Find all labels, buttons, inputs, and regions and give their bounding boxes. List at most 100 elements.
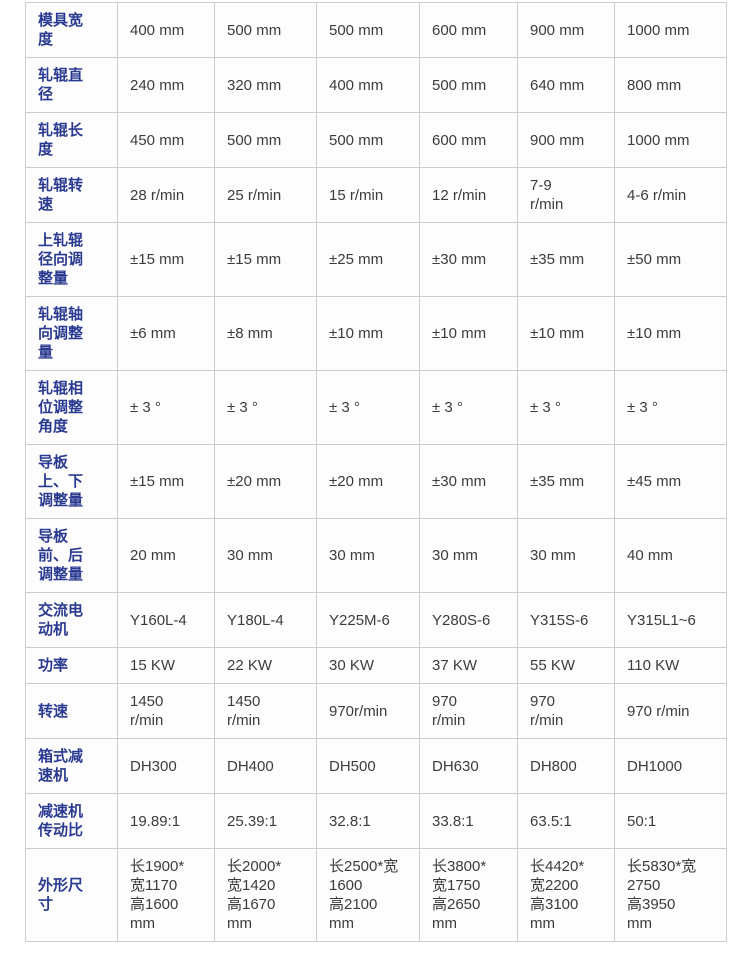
spec-value-cell: 500 mm (316, 2, 420, 58)
table-row: 模具宽 度 400 mm 500 mm 500 mm 600 mm 900 mm 1000 … (25, 2, 727, 58)
spec-value-cell: 640 mm (517, 57, 615, 113)
table-row: 转速 1450 r/min 1450 r/min 970r/min 970 r/min 9… (25, 683, 727, 739)
spec-value-cell: 15 r/min (316, 167, 420, 223)
spec-value-cell: ±10 mm (614, 296, 727, 371)
spec-value-cell: 320 mm (214, 57, 317, 113)
spec-value-cell: 1000 mm (614, 112, 727, 168)
spec-value-cell: 970 r/min (614, 683, 727, 739)
spec-value-cell: 长4420* 宽2200 高3100 mm (517, 848, 615, 942)
spec-value-cell: 240 mm (117, 57, 215, 113)
table-row: 交流电 动机 Y160L-4 Y180L-4 Y225M-6 Y280S-6 Y315S-… (25, 592, 727, 648)
spec-value-cell: 12 r/min (419, 167, 518, 223)
spec-value-cell: ±20 mm (316, 444, 420, 519)
spec-value-cell: ±15 mm (214, 222, 317, 297)
table-row: 轧辊相 位调整 角度 ± 3 ° ± 3 ° ± 3 ° ± 3 ° ± 3 ° ± 3 ° (25, 370, 727, 445)
row-header-label: 导板 前、后 调整量 (25, 518, 118, 593)
spec-value-cell: 970 r/min (419, 683, 518, 739)
spec-value-cell: 400 mm (316, 57, 420, 113)
spec-value-cell: 长1900* 宽1170 高1600 mm (117, 848, 215, 942)
spec-value-cell: ± 3 ° (214, 370, 317, 445)
spec-value-cell: ± 3 ° (614, 370, 727, 445)
spec-value-cell: 970r/min (316, 683, 420, 739)
row-header-label: 轧辊相 位调整 角度 (25, 370, 118, 445)
spec-value-cell: 长2500*宽 1600 高2100 mm (316, 848, 420, 942)
spec-value-cell: 1000 mm (614, 2, 727, 58)
table-row: 轧辊轴 向调整 量 ±6 mm ±8 mm ±10 mm ±10 mm ±10 mm ±10… (25, 296, 727, 371)
spec-value-cell: 15 KW (117, 647, 215, 684)
table-row: 上轧辊 径向调 整量 ±15 mm ±15 mm ±25 mm ±30 mm ±35 mm… (25, 222, 727, 297)
spec-value-cell: 长3800* 宽1750 高2650 mm (419, 848, 518, 942)
spec-value-cell: Y160L-4 (117, 592, 215, 648)
spec-value-cell: ± 3 ° (419, 370, 518, 445)
spec-value-cell: ±30 mm (419, 222, 518, 297)
spec-value-cell: DH500 (316, 738, 420, 794)
spec-value-cell: ± 3 ° (517, 370, 615, 445)
spec-value-cell: 22 KW (214, 647, 317, 684)
spec-value-cell: ± 3 ° (316, 370, 420, 445)
table-row: 箱式减 速机 DH300 DH400 DH500 DH630 DH800 DH1000 (25, 738, 727, 794)
row-header-label: 轧辊长 度 (25, 112, 118, 168)
spec-value-cell: 450 mm (117, 112, 215, 168)
row-header-label: 转速 (25, 683, 118, 739)
spec-value-cell: 500 mm (316, 112, 420, 168)
spec-value-cell: 30 mm (214, 518, 317, 593)
table-row: 功率 15 KW 22 KW 30 KW 37 KW 55 KW 110 KW (25, 647, 727, 684)
spec-value-cell: 30 mm (419, 518, 518, 593)
row-header-label: 轧辊直 径 (25, 57, 118, 113)
table-row: 导板 上、下 调整量 ±15 mm ±20 mm ±20 mm ±30 mm ±35 mm… (25, 444, 727, 519)
spec-value-cell: ±15 mm (117, 222, 215, 297)
spec-value-cell: ±35 mm (517, 444, 615, 519)
row-header-label: 箱式减 速机 (25, 738, 118, 794)
spec-value-cell: ±10 mm (316, 296, 420, 371)
spec-value-cell: Y315L1~6 (614, 592, 727, 648)
spec-value-cell: ±25 mm (316, 222, 420, 297)
row-header-label: 轧辊转 速 (25, 167, 118, 223)
spec-value-cell: 500 mm (214, 2, 317, 58)
spec-value-cell: 25 r/min (214, 167, 317, 223)
row-header-label: 导板 上、下 调整量 (25, 444, 118, 519)
spec-value-cell: 32.8:1 (316, 793, 420, 849)
row-header-label: 功率 (25, 647, 118, 684)
spec-value-cell: DH800 (517, 738, 615, 794)
spec-value-cell: Y225M-6 (316, 592, 420, 648)
spec-value-cell: DH300 (117, 738, 215, 794)
spec-value-cell: ±15 mm (117, 444, 215, 519)
spec-value-cell: 4-6 r/min (614, 167, 727, 223)
row-header-label: 模具宽 度 (25, 2, 118, 58)
spec-value-cell: 37 KW (419, 647, 518, 684)
spec-value-cell: 25.39:1 (214, 793, 317, 849)
spec-value-cell: 500 mm (214, 112, 317, 168)
spec-value-cell: 110 KW (614, 647, 727, 684)
table-row: 轧辊转 速 28 r/min 25 r/min 15 r/min 12 r/min 7-9… (25, 167, 727, 223)
spec-value-cell: 28 r/min (117, 167, 215, 223)
spec-value-cell: Y315S-6 (517, 592, 615, 648)
spec-value-cell: ±10 mm (517, 296, 615, 371)
spec-value-cell: 500 mm (419, 57, 518, 113)
spec-value-cell: ±20 mm (214, 444, 317, 519)
spec-value-cell: 600 mm (419, 2, 518, 58)
spec-value-cell: ±10 mm (419, 296, 518, 371)
spec-value-cell: 400 mm (117, 2, 215, 58)
spec-value-cell: 600 mm (419, 112, 518, 168)
spec-value-cell: 970 r/min (517, 683, 615, 739)
spec-value-cell: 1450 r/min (214, 683, 317, 739)
spec-value-cell: ±6 mm (117, 296, 215, 371)
spec-table: 模具宽 度 400 mm 500 mm 500 mm 600 mm 900 mm 1000 … (25, 2, 727, 942)
row-header-label: 轧辊轴 向调整 量 (25, 296, 118, 371)
spec-value-cell: ±8 mm (214, 296, 317, 371)
spec-value-cell: 19.89:1 (117, 793, 215, 849)
spec-value-cell: 30 KW (316, 647, 420, 684)
spec-value-cell: 30 mm (517, 518, 615, 593)
table-row: 减速机 传动比 19.89:1 25.39:1 32.8:1 33.8:1 63.5:1 5… (25, 793, 727, 849)
spec-value-cell: DH1000 (614, 738, 727, 794)
spec-value-cell: 900 mm (517, 112, 615, 168)
spec-value-cell: ± 3 ° (117, 370, 215, 445)
spec-value-cell: ±50 mm (614, 222, 727, 297)
spec-value-cell: 55 KW (517, 647, 615, 684)
spec-value-cell: 63.5:1 (517, 793, 615, 849)
spec-value-cell: 40 mm (614, 518, 727, 593)
spec-value-cell: 20 mm (117, 518, 215, 593)
spec-value-cell: DH400 (214, 738, 317, 794)
spec-value-cell: 900 mm (517, 2, 615, 58)
